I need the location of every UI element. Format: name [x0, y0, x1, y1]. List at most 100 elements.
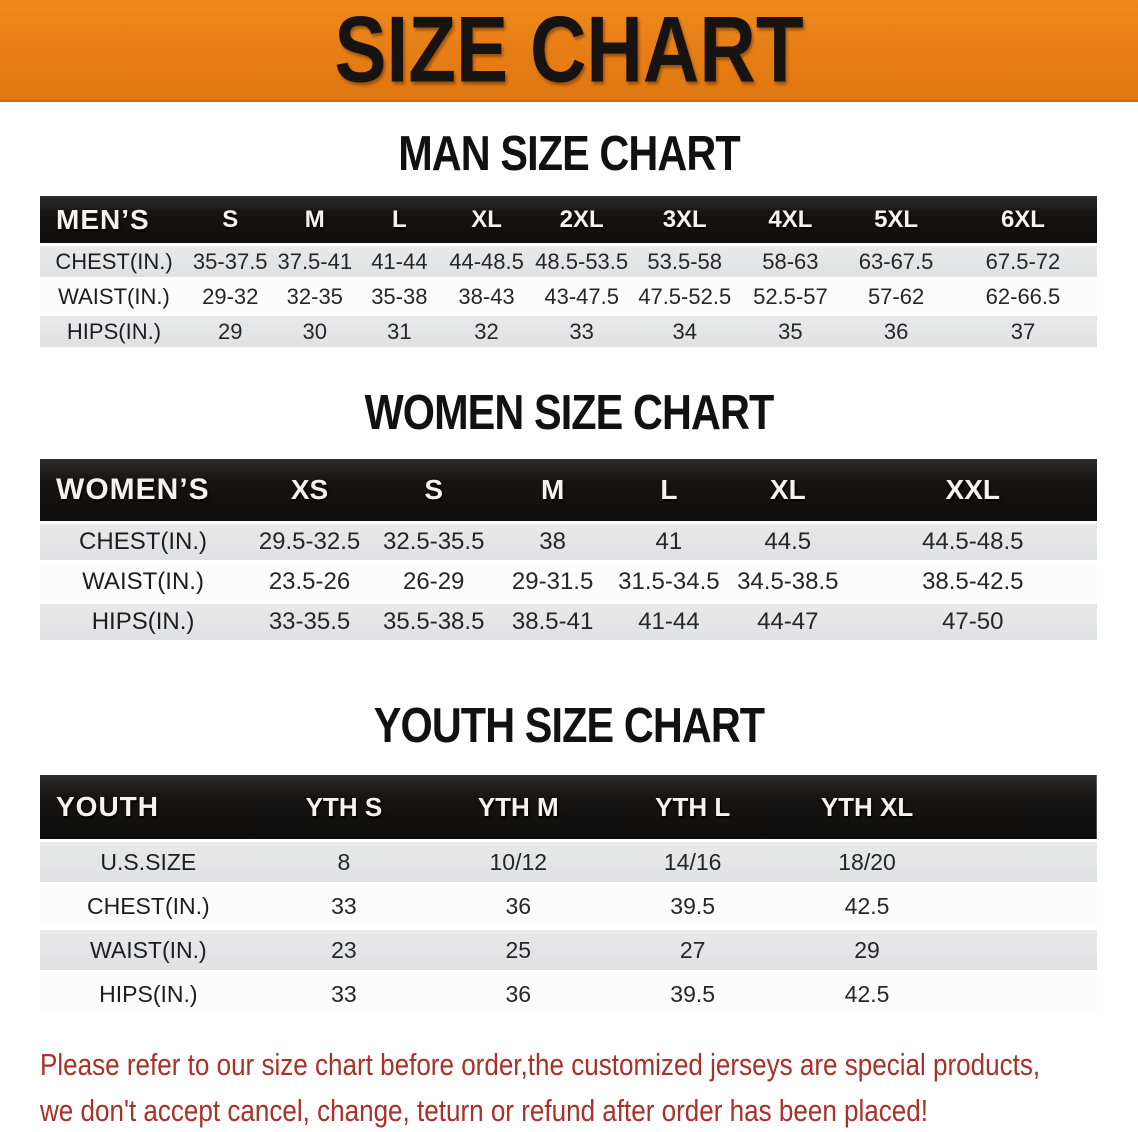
size-value-cell: 41-44	[357, 246, 442, 281]
women-section-title: WOMEN SIZE CHART	[364, 384, 775, 440]
measurement-row-label: CHEST(IN.)	[40, 524, 247, 564]
measurement-row-label: WAIST(IN.)	[40, 564, 247, 604]
table-row: U.S.SIZE 8 10/12 14/16 18/20	[40, 842, 1097, 886]
size-value-cell: 63-67.5	[843, 246, 949, 281]
table-header-row: YOUTH YTH S YTH M YTH L YTH XL	[40, 775, 1097, 842]
size-column-header: M	[494, 459, 611, 524]
size-value-cell: 10/12	[431, 842, 606, 886]
table-row: HIPS(IN.) 33-35.5 35.5-38.5 38.5-41 41-44 44-…	[40, 604, 1097, 644]
size-value-cell: 53.5-58	[631, 246, 738, 281]
size-value-cell: 29.5-32.5	[246, 524, 373, 564]
youth-section-title: YOUTH SIZE CHART	[373, 697, 765, 753]
table-corner-label: YOUTH	[40, 775, 257, 842]
size-value-cell: 33	[531, 316, 632, 351]
measurement-row-label: HIPS(IN.)	[40, 316, 188, 351]
table-corner-label: MEN’S	[40, 196, 188, 246]
size-value-cell: 52.5-57	[737, 281, 844, 316]
spacer-cell	[954, 775, 1097, 842]
size-value-cell: 39.5	[605, 886, 780, 930]
size-column-header: L	[357, 196, 442, 246]
size-value-cell: 67.5-72	[948, 246, 1097, 281]
size-value-cell: 32-35	[272, 281, 358, 316]
size-value-cell: 34.5-38.5	[727, 564, 849, 604]
size-chart-banner: SIZE CHART	[0, 0, 1138, 102]
size-column-header: YTH XL	[779, 775, 955, 842]
size-value-cell: 27	[605, 930, 780, 974]
size-value-cell: 33-35.5	[246, 604, 373, 644]
size-value-cell: 47.5-52.5	[631, 281, 738, 316]
size-value-cell: 38-43	[441, 281, 532, 316]
size-value-cell: 44.5-48.5	[848, 524, 1097, 564]
size-value-cell: 37.5-41	[272, 246, 358, 281]
size-value-cell: 42.5	[779, 886, 955, 930]
disclaimer-line-2: we don't accept cancel, change, teturn o…	[40, 1093, 929, 1128]
women-size-table: WOMEN’S XS S M L XL XXL CHEST(IN.) 29.5-32.5 32.5…	[40, 459, 1097, 644]
youth-size-table-wrap: YOUTH YTH S YTH M YTH L YTH XL U.S.SIZE 8 10/12…	[40, 775, 1097, 1018]
table-row: CHEST(IN.) 29.5-32.5 32.5-35.5 38 41 44.5 44.5…	[40, 524, 1097, 564]
size-value-cell: 42.5	[779, 974, 955, 1018]
measurement-row-label: WAIST(IN.)	[40, 281, 188, 316]
size-value-cell: 41-44	[610, 604, 728, 644]
size-value-cell: 14/16	[605, 842, 780, 886]
size-value-cell: 48.5-53.5	[531, 246, 632, 281]
table-corner-label: WOMEN’S	[40, 459, 247, 524]
measurement-row-label: WAIST(IN.)	[40, 930, 257, 974]
measurement-row-label: U.S.SIZE	[40, 842, 257, 886]
size-column-header: XXL	[848, 459, 1097, 524]
size-value-cell: 43-47.5	[531, 281, 632, 316]
table-row: HIPS(IN.) 29 30 31 32 33 34 35 36 37	[40, 316, 1097, 351]
size-value-cell: 33	[256, 974, 432, 1018]
size-value-cell: 33	[256, 886, 432, 930]
size-value-cell: 58-63	[737, 246, 844, 281]
size-value-cell: 35-37.5	[187, 246, 273, 281]
size-column-header: 3XL	[631, 196, 738, 246]
banner-title: SIZE CHART	[334, 0, 804, 103]
size-column-header: S	[372, 459, 495, 524]
men-size-table: MEN’S S M L XL 2XL 3XL 4XL 5XL 6XL CHEST(IN.) 35-37…	[40, 196, 1097, 351]
size-value-cell: 36	[843, 316, 949, 351]
youth-size-table: YOUTH YTH S YTH M YTH L YTH XL U.S.SIZE 8 10/12…	[40, 775, 1097, 1018]
spacer-cell	[954, 974, 1097, 1018]
size-value-cell: 38.5-42.5	[848, 564, 1097, 604]
measurement-row-label: HIPS(IN.)	[40, 604, 247, 644]
size-value-cell: 44-47	[727, 604, 849, 644]
size-value-cell: 35.5-38.5	[372, 604, 495, 644]
size-value-cell: 29-32	[187, 281, 273, 316]
women-size-section: WOMEN SIZE CHART WOMEN’S XS S M L XL XXL CHEST(…	[0, 384, 1138, 644]
youth-size-section: YOUTH SIZE CHART YOUTH YTH S YTH M YTH L YTH…	[0, 697, 1138, 1018]
size-value-cell: 36	[431, 886, 606, 930]
size-column-header: L	[610, 459, 728, 524]
table-row: WAIST(IN.) 23 25 27 29	[40, 930, 1097, 974]
size-column-header: S	[187, 196, 273, 246]
men-size-section: MAN SIZE CHART MEN’S S M L XL 2XL 3XL 4XL 5XL 6XL…	[0, 125, 1138, 351]
table-row: HIPS(IN.) 33 36 39.5 42.5	[40, 974, 1097, 1018]
men-size-table-wrap: MEN’S S M L XL 2XL 3XL 4XL 5XL 6XL CHEST(IN.) 35-37…	[40, 196, 1097, 351]
women-size-table-wrap: WOMEN’S XS S M L XL XXL CHEST(IN.) 29.5-32.5 32.5…	[40, 459, 1097, 644]
size-value-cell: 57-62	[843, 281, 949, 316]
size-column-header: YTH M	[431, 775, 606, 842]
size-value-cell: 31.5-34.5	[610, 564, 728, 604]
size-value-cell: 47-50	[848, 604, 1097, 644]
table-header-row: WOMEN’S XS S M L XL XXL	[40, 459, 1097, 524]
size-column-header: M	[272, 196, 358, 246]
size-value-cell: 31	[357, 316, 442, 351]
size-value-cell: 29	[779, 930, 955, 974]
size-value-cell: 62-66.5	[948, 281, 1097, 316]
size-value-cell: 26-29	[372, 564, 495, 604]
size-column-header: 2XL	[531, 196, 632, 246]
size-value-cell: 38	[494, 524, 611, 564]
spacer-cell	[954, 930, 1097, 974]
men-section-title: MAN SIZE CHART	[398, 125, 740, 181]
size-value-cell: 34	[631, 316, 738, 351]
size-value-cell: 35	[737, 316, 844, 351]
measurement-row-label: CHEST(IN.)	[40, 886, 257, 930]
size-value-cell: 37	[948, 316, 1097, 351]
table-header-row: MEN’S S M L XL 2XL 3XL 4XL 5XL 6XL	[40, 196, 1097, 246]
table-row: CHEST(IN.) 33 36 39.5 42.5	[40, 886, 1097, 930]
size-value-cell: 30	[272, 316, 358, 351]
size-value-cell: 39.5	[605, 974, 780, 1018]
size-column-header: XS	[246, 459, 373, 524]
size-column-header: XL	[441, 196, 532, 246]
spacer-cell	[954, 886, 1097, 930]
